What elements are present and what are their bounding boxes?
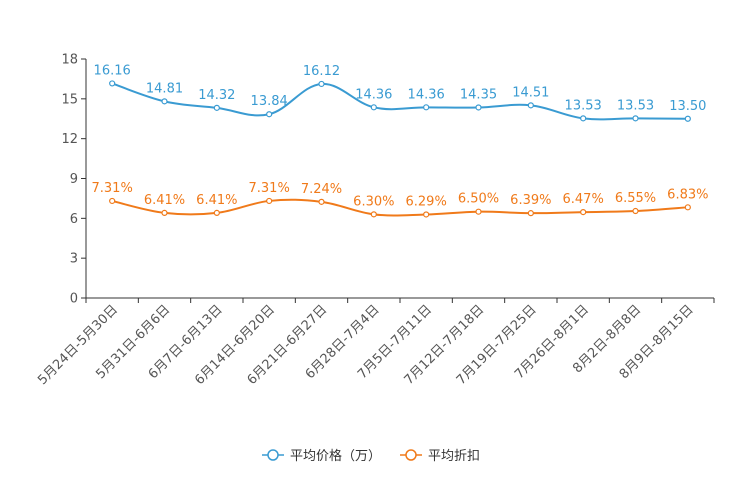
data-label: 7.31%	[92, 181, 133, 196]
legend-marker-icon	[405, 449, 417, 461]
series-2: 7.31% 6.41% 6.41% 7.31% 7.24% 6.30% 6.29% 6.50%…	[92, 181, 708, 218]
x-axis: 5月24日-5月30日5月31日-6月6日6月7日-6月13日6月14日-6月2…	[35, 297, 715, 388]
data-label: 13.53	[617, 98, 654, 113]
data-point	[318, 80, 325, 88]
data-label: 6.39%	[510, 193, 551, 208]
data-label: 14.81	[146, 81, 183, 96]
data-label: 6.41%	[144, 193, 185, 208]
legend: 平均价格（万） 平均折扣	[262, 448, 480, 464]
legend-item-2[interactable]: 平均折扣	[400, 449, 480, 464]
data-point	[527, 210, 534, 217]
y-tick-label: 18	[61, 53, 78, 68]
data-label: 6.83%	[667, 187, 708, 202]
data-point	[161, 209, 168, 216]
data-label: 14.51	[512, 85, 549, 100]
y-tick-label: 9	[70, 172, 78, 187]
data-label: 6.41%	[196, 193, 237, 208]
data-point	[266, 111, 273, 118]
data-point	[213, 104, 220, 111]
legend-marker-icon	[267, 449, 279, 461]
data-point	[370, 104, 377, 111]
data-label: 16.16	[94, 63, 131, 78]
y-tick-label: 12	[61, 132, 78, 147]
data-point	[684, 204, 691, 211]
data-label: 16.12	[303, 64, 340, 79]
y-tick-label: 6	[70, 212, 78, 227]
y-tick-label: 0	[70, 292, 78, 307]
series-1: 16.16 14.81 14.32 13.84 16.12 14.36 14.36 14.35…	[94, 63, 706, 122]
legend-item-1[interactable]: 平均价格（万）	[262, 448, 381, 464]
data-point	[266, 197, 273, 205]
data-label: 14.36	[355, 87, 392, 102]
data-label: 13.50	[669, 99, 706, 114]
data-point	[632, 115, 639, 122]
data-label: 6.55%	[615, 191, 656, 206]
data-label: 6.50%	[458, 192, 499, 207]
legend-label: 平均价格（万）	[290, 448, 381, 464]
y-axis: 0 3 6 9 12 15 18	[61, 53, 87, 307]
data-point	[475, 104, 482, 111]
series-layer: 16.16 14.81 14.32 13.84 16.12 14.36 14.36 14.35…	[92, 63, 708, 218]
data-label: 13.84	[251, 94, 288, 109]
y-tick-label: 3	[70, 252, 78, 267]
data-label: 14.36	[408, 87, 445, 102]
data-point	[684, 115, 691, 122]
series-line	[111, 198, 688, 217]
data-point	[580, 115, 587, 122]
data-point	[161, 98, 168, 105]
data-point	[109, 197, 116, 205]
data-label: 14.32	[198, 88, 235, 103]
series-line	[111, 82, 688, 121]
data-point	[475, 208, 482, 215]
data-point	[527, 102, 534, 109]
data-point	[109, 80, 116, 87]
y-tick-label: 15	[61, 92, 78, 107]
data-point	[423, 211, 430, 218]
data-label: 6.29%	[406, 194, 447, 209]
data-label: 13.53	[565, 98, 602, 113]
data-label: 7.31%	[249, 181, 290, 196]
data-label: 6.47%	[563, 192, 604, 207]
data-label: 7.24%	[301, 182, 342, 197]
data-point	[580, 208, 587, 216]
data-label: 14.35	[460, 87, 497, 102]
data-label: 6.30%	[353, 194, 394, 209]
data-point	[423, 104, 430, 111]
data-point	[370, 211, 377, 218]
data-point	[213, 209, 220, 216]
data-point	[632, 207, 639, 215]
data-point	[318, 198, 325, 205]
legend-label: 平均折扣	[428, 449, 480, 464]
